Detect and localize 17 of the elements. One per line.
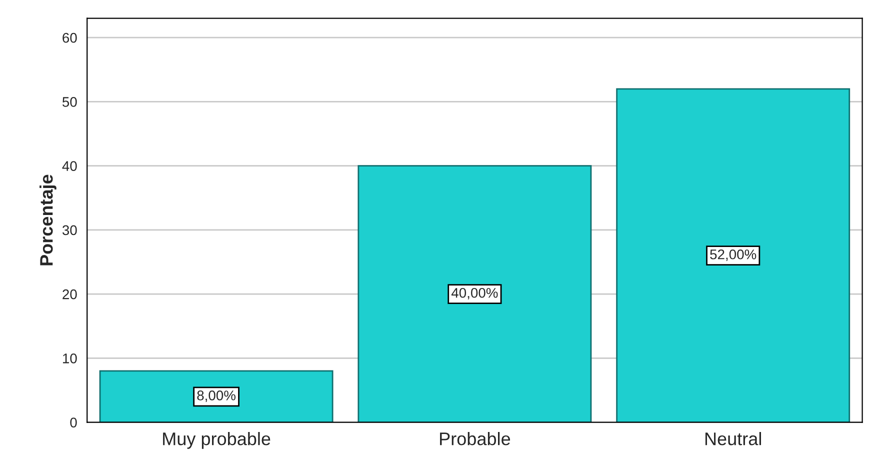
data-label: 52,00% <box>710 249 756 261</box>
y-tick-label: 30 <box>62 225 77 236</box>
data-label: 40,00% <box>451 288 498 300</box>
y-tick-label: 0 <box>70 418 77 428</box>
y-tick-label: 40 <box>62 161 77 171</box>
y-axis-title: Porcentaje <box>40 174 56 266</box>
bar <box>358 165 592 422</box>
y-tick-label: 20 <box>62 289 77 300</box>
x-tick-label: Muy probable <box>163 432 270 449</box>
data-label: 8,00% <box>197 390 236 402</box>
y-tick-label: 10 <box>62 354 77 364</box>
bar <box>99 370 334 422</box>
x-tick-label: Neutral <box>705 432 761 446</box>
x-tick-label: Probable <box>440 432 510 446</box>
y-tick-label: 60 <box>62 32 77 43</box>
y-tick-label: 50 <box>62 97 77 107</box>
bar <box>616 88 850 422</box>
